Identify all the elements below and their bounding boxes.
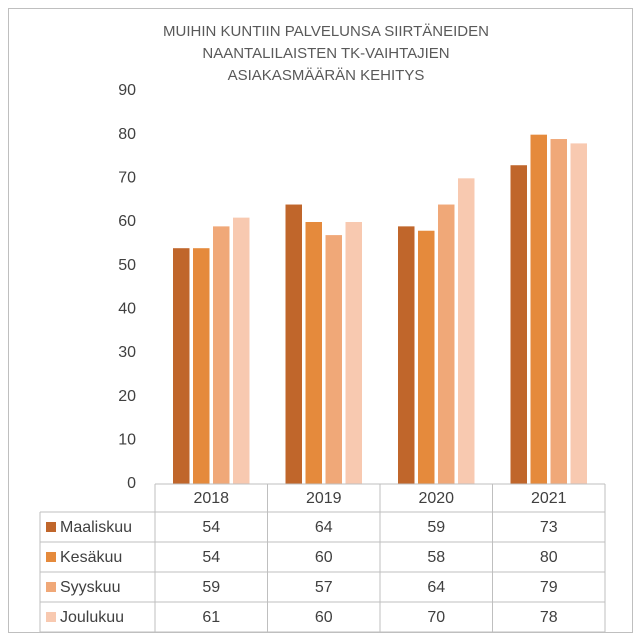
bar [398,226,415,484]
y-tick-label: 90 [118,82,136,99]
bar [305,222,322,484]
bar [285,204,302,485]
y-tick-label: 60 [118,213,136,230]
y-tick-label: 40 [118,301,136,318]
table-value: 54 [202,549,220,566]
table-value: 58 [427,549,445,566]
table-value: 57 [315,579,333,596]
y-tick-label: 10 [118,432,136,449]
table-value: 79 [540,579,558,596]
legend-swatch [46,582,56,592]
x-tick-label: 2021 [531,490,567,507]
chart-title: MUIHIN KUNTIIN PALVELUNSA SIIRTÄNEIDEN [163,23,489,40]
x-tick-label: 2020 [418,490,454,507]
table-value: 73 [540,519,558,536]
bar [570,143,587,484]
table-value: 60 [315,609,333,626]
table-value: 59 [427,519,445,536]
legend-swatch [46,552,56,562]
table-value: 64 [427,579,445,596]
y-tick-label: 70 [118,170,136,187]
bar [438,204,455,485]
bar [550,139,567,485]
bar [233,217,250,484]
bar [213,226,230,484]
table-value: 61 [202,609,220,626]
y-tick-label: 0 [127,475,136,492]
bar [345,222,362,484]
table-value: 54 [202,519,220,536]
table-value: 59 [202,579,220,596]
table-value: 70 [427,609,445,626]
bar [193,248,210,484]
x-tick-label: 2018 [193,490,229,507]
table-value: 78 [540,609,558,626]
y-tick-label: 80 [118,126,136,143]
y-tick-label: 20 [118,388,136,405]
legend-swatch [46,612,56,622]
bar [510,165,527,484]
bar [325,235,342,484]
legend-label: Kesäkuu [60,549,122,566]
bar [418,230,435,484]
legend-label: Syyskuu [60,579,120,596]
table-value: 64 [315,519,333,536]
chart-title: ASIAKASMÄÄRÄN KEHITYS [228,67,425,84]
legend-label: Maaliskuu [60,519,132,536]
chart-title: NAANTALILAISTEN TK-VAIHTAJIEN [202,45,449,62]
y-tick-label: 30 [118,344,136,361]
bar [458,178,475,485]
bar [173,248,190,484]
legend-label: Joulukuu [60,609,124,626]
table-value: 80 [540,549,558,566]
bar [530,134,547,484]
table-value: 60 [315,549,333,566]
legend-swatch [46,522,56,532]
y-tick-label: 50 [118,257,136,274]
x-tick-label: 2019 [306,490,342,507]
